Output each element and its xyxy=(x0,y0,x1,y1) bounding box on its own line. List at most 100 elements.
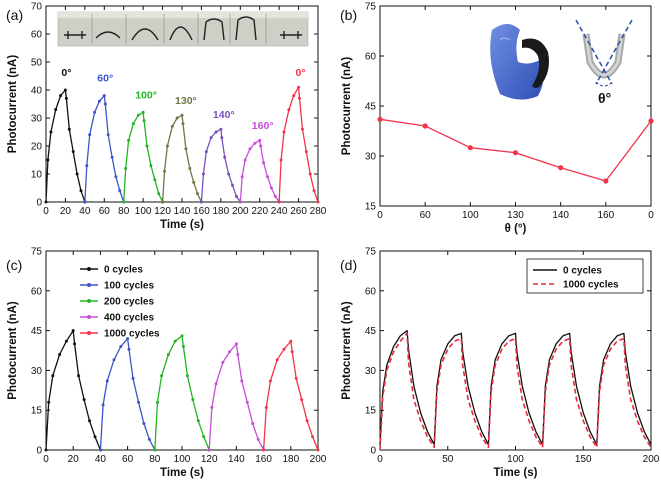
series-line xyxy=(161,114,202,203)
data-point xyxy=(292,94,296,98)
data-point xyxy=(103,102,107,106)
data-point xyxy=(112,358,116,362)
data-point xyxy=(268,379,272,383)
x-tick-label: 140 xyxy=(174,206,191,217)
data-point xyxy=(119,345,123,348)
data-point xyxy=(279,158,283,162)
y-tick-label: 30 xyxy=(365,366,377,377)
legend-entry: 1000 cycles xyxy=(104,329,160,340)
data-point xyxy=(63,88,67,92)
data-point xyxy=(44,448,48,452)
data-point xyxy=(603,178,609,184)
data-point xyxy=(191,398,195,402)
data-point xyxy=(141,110,145,114)
y-tick-label: 60 xyxy=(31,30,43,41)
y-tick-label: 15 xyxy=(31,406,43,417)
data-point xyxy=(308,172,312,176)
data-point xyxy=(127,347,131,351)
data-point xyxy=(54,108,58,112)
data-point xyxy=(262,161,266,165)
data-point xyxy=(184,147,188,151)
data-point xyxy=(180,113,184,117)
data-point xyxy=(98,448,102,452)
data-point xyxy=(161,200,165,204)
data-point xyxy=(88,419,91,423)
data-point xyxy=(67,127,71,131)
bending-sequence-photo xyxy=(57,11,309,47)
y-tick-label: 60 xyxy=(31,286,43,297)
legend-marker xyxy=(87,331,91,335)
data-point xyxy=(142,422,146,425)
chart-2: 15 30 45 60 75 0 60 100 130 140 160 0 θ (°) Photocurr… xyxy=(340,2,654,236)
x-tick-label: 0 xyxy=(43,206,49,217)
data-point xyxy=(71,150,75,154)
angle-annotation: 100° xyxy=(135,89,157,101)
legend-marker xyxy=(87,299,91,303)
x-tick-label: 40 xyxy=(79,206,91,217)
x-axis-label: Time (s) xyxy=(494,467,538,479)
data-point xyxy=(282,347,286,351)
data-point xyxy=(126,337,130,341)
chart-4: 0 15 30 45 60 75 0 50 100 150 200 Time (s) Photocurr… xyxy=(340,247,660,480)
data-point xyxy=(234,342,238,346)
y-axis-label: Photocurrent (nA) xyxy=(7,55,19,154)
data-point xyxy=(220,136,224,140)
data-point xyxy=(118,189,122,193)
data-point xyxy=(223,155,227,159)
y-tick-label: 70 xyxy=(31,2,43,13)
data-point xyxy=(259,144,263,148)
data-point xyxy=(238,200,242,204)
data-point xyxy=(287,108,291,112)
series-line xyxy=(99,337,156,451)
data-point xyxy=(210,406,214,409)
data-point xyxy=(71,329,75,333)
legend-box xyxy=(526,258,644,294)
y-axis-label: Photocurrent (nA) xyxy=(341,301,353,400)
data-point xyxy=(131,376,135,380)
data-point xyxy=(311,435,315,439)
data-point xyxy=(304,150,308,154)
angle-annotation: 60° xyxy=(97,73,113,85)
x-axis-label: θ (°) xyxy=(505,223,527,235)
data-point xyxy=(105,379,109,383)
y-tick-label: 0 xyxy=(36,198,42,209)
data-point xyxy=(199,200,203,204)
x-tick-label: 280 xyxy=(310,206,327,217)
data-point xyxy=(64,96,68,100)
data-point xyxy=(243,158,247,162)
data-point xyxy=(316,200,320,204)
data-point xyxy=(165,144,169,148)
x-tick-label: 100 xyxy=(135,206,152,217)
x-tick-label: 80 xyxy=(149,454,161,465)
data-point xyxy=(301,127,304,131)
x-tick-label: 180 xyxy=(282,454,299,465)
data-point xyxy=(64,339,68,343)
data-point xyxy=(51,374,55,378)
y-tick-label: 10 xyxy=(31,170,43,181)
x-tick-label: 150 xyxy=(575,454,592,465)
legend-marker xyxy=(87,283,91,287)
x-tick-label: 220 xyxy=(251,206,268,217)
data-point xyxy=(142,119,146,123)
data-point xyxy=(75,172,79,176)
data-point xyxy=(312,189,316,193)
data-point xyxy=(248,147,252,151)
data-point xyxy=(180,334,184,338)
data-point xyxy=(102,94,106,98)
x-tick-label: 140 xyxy=(552,210,569,221)
x-tick-label: 240 xyxy=(271,206,288,217)
data-point xyxy=(221,360,225,364)
data-point xyxy=(266,175,269,179)
data-point xyxy=(240,175,244,179)
y-tick-label: 45 xyxy=(365,102,377,113)
series-line xyxy=(379,329,652,446)
x-tick-label: 200 xyxy=(643,454,660,465)
data-point xyxy=(85,164,89,168)
x-tick-label: 0 xyxy=(43,454,49,465)
data-point xyxy=(73,342,77,346)
data-point xyxy=(294,376,298,380)
bending-angle-schematic: θ° xyxy=(575,19,633,106)
bending-angle-label: θ° xyxy=(598,90,611,106)
x-tick-label: 180 xyxy=(213,206,230,217)
data-point xyxy=(79,189,83,193)
